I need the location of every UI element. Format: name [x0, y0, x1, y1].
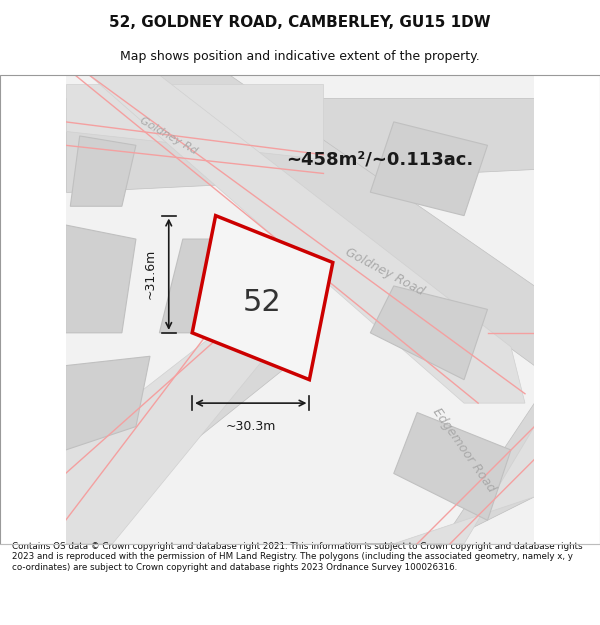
Text: ~458m²/~0.113ac.: ~458m²/~0.113ac.: [286, 151, 473, 168]
Polygon shape: [65, 98, 535, 192]
Polygon shape: [65, 286, 300, 544]
Text: 52, GOLDNEY ROAD, CAMBERLEY, GU15 1DW: 52, GOLDNEY ROAD, CAMBERLEY, GU15 1DW: [109, 15, 491, 30]
Polygon shape: [65, 225, 136, 332]
Polygon shape: [65, 286, 323, 544]
Text: Map shows position and indicative extent of the property.: Map shows position and indicative extent…: [120, 51, 480, 63]
Text: Goldney Road: Goldney Road: [343, 246, 426, 298]
Polygon shape: [370, 286, 487, 379]
Polygon shape: [192, 216, 333, 379]
Polygon shape: [347, 403, 535, 544]
Text: Contains OS data © Crown copyright and database right 2021. This information is : Contains OS data © Crown copyright and d…: [12, 542, 583, 572]
Text: 52: 52: [243, 288, 282, 317]
Text: ~30.3m: ~30.3m: [226, 419, 276, 432]
Polygon shape: [65, 75, 535, 544]
Polygon shape: [136, 75, 535, 366]
Text: ~31.6m: ~31.6m: [144, 249, 157, 299]
Polygon shape: [160, 239, 253, 332]
Text: Goldney Rd: Goldney Rd: [139, 116, 199, 156]
Text: Edgemoor Road: Edgemoor Road: [430, 406, 498, 494]
Polygon shape: [394, 426, 535, 544]
Polygon shape: [89, 75, 525, 403]
Polygon shape: [65, 356, 150, 450]
Polygon shape: [370, 122, 487, 216]
Polygon shape: [394, 412, 511, 520]
Polygon shape: [70, 136, 136, 206]
Polygon shape: [65, 84, 323, 159]
